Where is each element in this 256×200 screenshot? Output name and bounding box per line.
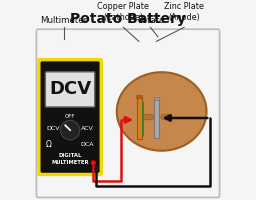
Text: Copper Plate
(Cathode): Copper Plate (Cathode) — [97, 2, 149, 22]
Circle shape — [91, 160, 96, 165]
Ellipse shape — [117, 72, 207, 151]
Bar — [154, 97, 159, 100]
Text: Multimeter: Multimeter — [40, 16, 87, 25]
Circle shape — [60, 120, 80, 140]
Bar — [137, 98, 142, 139]
Text: Ω: Ω — [46, 140, 52, 149]
Text: ACV: ACV — [81, 126, 94, 131]
Text: DCV: DCV — [46, 126, 60, 131]
Bar — [154, 100, 159, 138]
Text: Potato Battery: Potato Battery — [70, 12, 186, 26]
Text: OFF: OFF — [65, 114, 75, 119]
Circle shape — [94, 167, 98, 171]
Text: Potato: Potato — [137, 16, 164, 25]
Text: DIGITAL
MULTIMETER: DIGITAL MULTIMETER — [51, 153, 89, 165]
Text: DCV: DCV — [49, 80, 91, 98]
Bar — [142, 102, 144, 136]
Text: Zinc Plate
(Anode): Zinc Plate (Anode) — [164, 2, 204, 22]
Ellipse shape — [141, 114, 154, 120]
Text: DCA: DCA — [80, 142, 94, 147]
Ellipse shape — [161, 114, 172, 120]
FancyBboxPatch shape — [45, 72, 95, 107]
FancyBboxPatch shape — [36, 29, 220, 197]
FancyBboxPatch shape — [40, 61, 100, 173]
Bar — [136, 95, 142, 98]
FancyBboxPatch shape — [37, 58, 103, 176]
